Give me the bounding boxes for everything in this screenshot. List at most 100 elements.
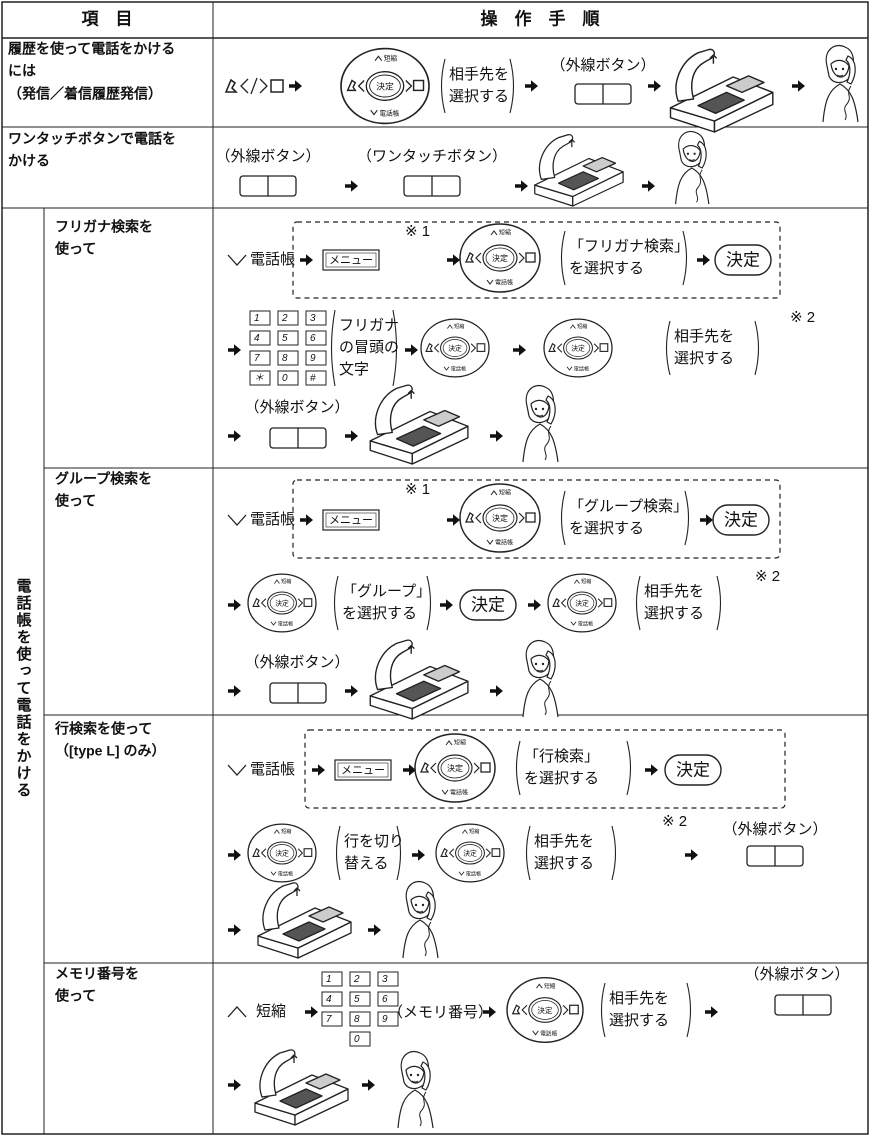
- dial-key-label: 4: [254, 333, 260, 344]
- nav-redial-icon: [412, 79, 425, 92]
- arrow: [228, 685, 241, 697]
- nav-left: [560, 598, 567, 608]
- phone-handset: [538, 134, 574, 181]
- label: 電話帳: [250, 511, 295, 528]
- nav-center-inner: [457, 844, 483, 862]
- caller-cord: [695, 169, 703, 203]
- nav-right: [473, 762, 480, 774]
- nav-up: [447, 324, 453, 329]
- item-text: メモリ番号を: [55, 966, 139, 982]
- step-text: 替える: [344, 855, 389, 872]
- nav-right: [597, 598, 604, 608]
- nav-up: [490, 490, 498, 496]
- nav-redial-icon: [603, 598, 613, 607]
- dial-key: [321, 971, 343, 987]
- nav-center-label: 決定: [275, 599, 289, 608]
- nav-left: [260, 848, 267, 858]
- separator: [250, 77, 258, 95]
- step-text: 文字: [339, 361, 369, 378]
- bracket-right: [426, 575, 432, 631]
- arrow: [447, 514, 460, 526]
- label: ※ 2: [662, 813, 687, 830]
- caller-mouth: [836, 74, 844, 77]
- step-text: 相手先を: [674, 328, 734, 345]
- label: ※ 1: [405, 223, 430, 240]
- nav-left: [448, 848, 455, 858]
- arrow: [642, 180, 655, 192]
- nav-redial-icon: [599, 343, 609, 352]
- caller: [522, 640, 559, 718]
- nav-center-outer: [482, 244, 518, 272]
- label: （外線ボタン）: [244, 654, 349, 671]
- phone-display: [305, 1073, 341, 1090]
- dial-key-label: 3: [382, 974, 388, 985]
- nav-down: [270, 871, 277, 876]
- label: 短縮: [256, 1003, 286, 1020]
- dial-key-label: 9: [382, 1014, 388, 1025]
- phone-keys: [395, 680, 442, 702]
- phone-lift-mark: [709, 54, 718, 64]
- nav-down-label: 電話帳: [540, 1029, 557, 1037]
- nav-up-label: 短縮: [469, 828, 479, 835]
- nav-right: [297, 848, 304, 858]
- nav-left: [475, 252, 482, 264]
- dial-key: [321, 1011, 343, 1027]
- arrow: [700, 514, 713, 526]
- telephone: [369, 384, 469, 465]
- decide-key: [714, 244, 772, 276]
- bracket-right: [396, 825, 402, 881]
- nav-down-label: 電話帳: [278, 871, 293, 878]
- nav-redial-icon: [491, 848, 501, 857]
- nav-down: [370, 109, 378, 116]
- header-procedure: 操 作 手 順: [481, 8, 601, 28]
- nav-right: [470, 343, 477, 353]
- dial-key: [249, 310, 271, 326]
- down-key: [227, 514, 247, 526]
- phone-display: [582, 156, 617, 173]
- menu-key-label: メニュー: [341, 764, 385, 776]
- step-text: 相手先を: [644, 583, 704, 600]
- nav-up: [490, 230, 498, 236]
- phone-display: [308, 906, 344, 923]
- nav-redial-icon: [476, 343, 486, 352]
- caller-eye: [693, 152, 696, 155]
- decide-key-label: 決定: [726, 250, 760, 269]
- arrow: [228, 344, 241, 356]
- nav-up-label: 短縮: [384, 53, 398, 62]
- caller-eye: [834, 67, 838, 71]
- dial-key: [277, 330, 299, 346]
- nav-up-label: 短縮: [454, 739, 466, 747]
- step-text: フリガナ: [339, 317, 399, 334]
- bracket-left: [600, 982, 606, 1038]
- label: 電話帳: [250, 761, 295, 778]
- dial-key-label: #: [310, 373, 316, 384]
- label: ※ 1: [405, 481, 430, 498]
- caller-eye: [409, 1073, 413, 1077]
- arrow: [228, 1079, 241, 1091]
- arrow: [403, 764, 416, 776]
- caller-eye: [421, 903, 425, 907]
- nav-down-label: 電話帳: [495, 539, 513, 547]
- caller: [522, 385, 559, 463]
- item-text: 使って: [54, 988, 96, 1004]
- caller-handset: [420, 1061, 431, 1091]
- item-text: 使って: [54, 241, 96, 257]
- decide-key: [712, 504, 770, 536]
- arrow: [525, 80, 538, 92]
- menu-key: [334, 759, 392, 781]
- dial-key-label: 5: [354, 994, 360, 1005]
- caller-mouth: [536, 669, 544, 672]
- nav-center-label: 決定: [575, 599, 589, 608]
- dial-key-label: 3: [310, 313, 316, 324]
- nav-left: [433, 343, 440, 353]
- bracket-right: [682, 230, 688, 286]
- nav-center-inner: [269, 844, 295, 862]
- nav-history-icon: [346, 79, 357, 92]
- caller-cord: [419, 1091, 427, 1127]
- dial-key: [349, 991, 371, 1007]
- item-text: グループ検索を: [55, 471, 152, 487]
- bracket-left: [635, 575, 641, 631]
